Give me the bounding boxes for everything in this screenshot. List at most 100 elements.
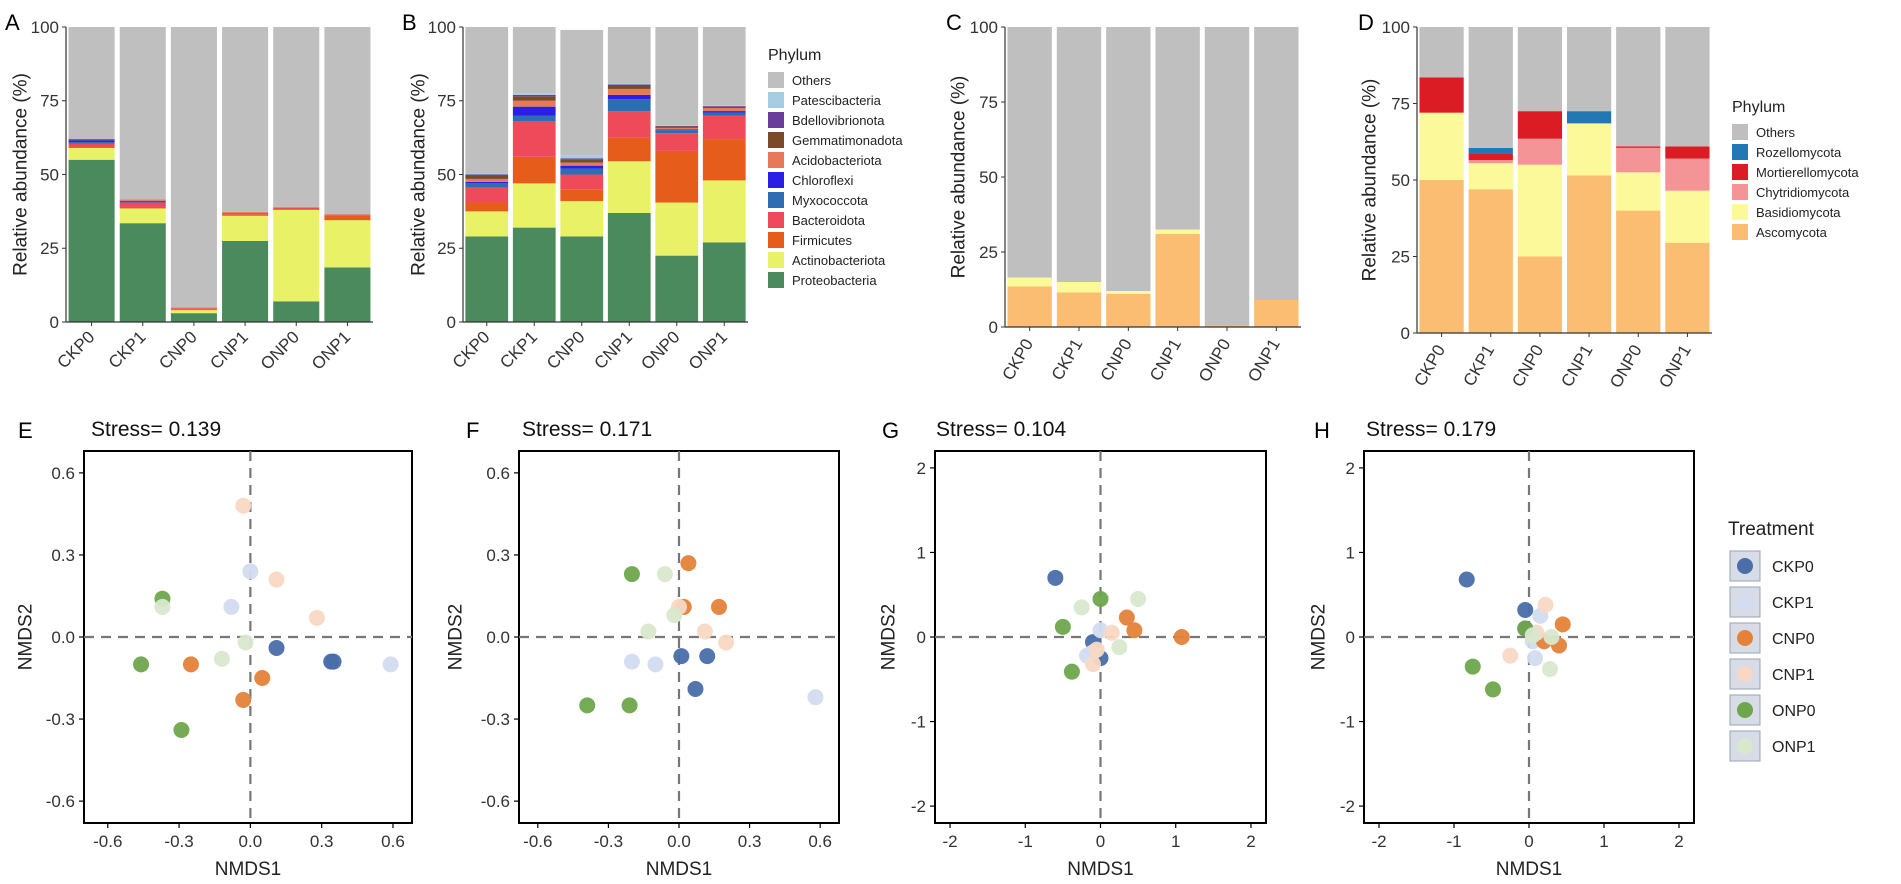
bar-segment-onp0-bacteroidota bbox=[655, 133, 699, 151]
bar-segment-onp1-proteobacteria bbox=[702, 242, 746, 322]
bar-segment-onp1-actinobacteriota bbox=[702, 180, 746, 243]
point-cnp1 bbox=[235, 497, 252, 514]
bar-segment-onp0-patescibacteria bbox=[655, 125, 699, 126]
bar-segment-onp0-chytridiomycota bbox=[1616, 147, 1661, 173]
x-tick-label: CKP0 bbox=[998, 336, 1037, 384]
legend-swatch-ckp1 bbox=[1737, 594, 1753, 610]
point-ckp0 bbox=[325, 653, 342, 670]
point-ckp1 bbox=[242, 563, 259, 580]
bar-segment-ckp1-bacteroidota bbox=[119, 202, 166, 207]
bar-segment-onp0-gemmatimonadota bbox=[655, 126, 699, 128]
y-tick-label: 2 bbox=[917, 459, 926, 478]
bar-segment-ckp1-others bbox=[512, 27, 556, 94]
point-onp1 bbox=[666, 607, 683, 624]
legend-label: Mortierellomycota bbox=[1756, 165, 1859, 180]
point-ckp1 bbox=[223, 598, 240, 615]
legend-swatch-rozellomycota bbox=[1732, 144, 1748, 160]
y-tick-label: 75 bbox=[40, 92, 59, 111]
y-tick-label: 0.6 bbox=[486, 464, 510, 483]
x-tick-label: ONP0 bbox=[257, 327, 303, 373]
y-tick-label: -2 bbox=[1340, 797, 1355, 816]
point-onp1 bbox=[1542, 661, 1558, 678]
bar-segment-onp1-others bbox=[324, 27, 371, 215]
bar-segment-ckp1-others bbox=[1468, 27, 1513, 148]
stress-label: Stress= 0.104 bbox=[936, 418, 1066, 441]
bar-segment-cnp0-gemmatimonadota bbox=[560, 159, 604, 163]
bar-segment-cnp1-bacteroidota bbox=[222, 212, 269, 215]
bar-segment-cnp1-proteobacteria bbox=[607, 212, 651, 322]
bar-segment-ckp0-bacteroidota bbox=[68, 143, 115, 147]
panel-letter: G bbox=[882, 418, 899, 443]
bar-segment-cnp1-basidiomycota bbox=[1155, 229, 1200, 234]
bar-segment-ckp1-acidobacteriota bbox=[512, 100, 556, 107]
point-onp1 bbox=[656, 566, 673, 583]
bar-segment-onp0-myxococcota bbox=[655, 130, 699, 134]
bar-segment-cnp0-bdellovibrionota bbox=[560, 158, 604, 160]
stress-label: Stress= 0.171 bbox=[522, 418, 652, 441]
bar-segment-onp1-basidiomycota bbox=[1665, 190, 1710, 243]
legend-label: Firmicutes bbox=[792, 233, 852, 248]
bar-segment-cnp0-others bbox=[560, 29, 604, 156]
bar-segment-onp0-others bbox=[655, 27, 699, 126]
y-tick-label: 75 bbox=[979, 93, 998, 112]
point-cnp0 bbox=[1554, 616, 1571, 633]
bar-segment-cnp0-actinobacteriota bbox=[170, 310, 217, 314]
bar-segment-onp1-gemmatimonadota bbox=[702, 106, 746, 109]
bar-segment-cnp1-firmicutes bbox=[607, 137, 651, 162]
bar-segment-ckp0-chloroflexi bbox=[68, 140, 115, 143]
bar-segment-cnp0-acidobacteriota bbox=[560, 162, 604, 166]
legend-label: Acidobacteriota bbox=[792, 153, 882, 168]
y-tick-label: 0.3 bbox=[51, 546, 75, 565]
legend-swatch-ckp0 bbox=[1737, 558, 1753, 574]
bar-segment-cnp0-myxococcota bbox=[560, 168, 604, 175]
legend-label: Bdellovibrionota bbox=[792, 113, 885, 128]
y-tick-label: 25 bbox=[40, 239, 59, 258]
bar-segment-ckp0-others bbox=[465, 27, 509, 174]
x-tick-label: CNP0 bbox=[1508, 342, 1547, 391]
bar-segment-cnp0-others bbox=[170, 27, 217, 308]
bar-segment-ckp1-bdellovibrionota bbox=[512, 94, 556, 97]
legend-swatch-chytridiomycota bbox=[1732, 184, 1748, 200]
point-ckp1 bbox=[807, 689, 824, 706]
point-onp0 bbox=[1092, 590, 1109, 607]
bar-segment-onp1-mortierellomycota bbox=[1665, 146, 1710, 159]
bar-segment-cnp1-bacteroidota bbox=[607, 111, 651, 138]
x-tick-label: 0.6 bbox=[381, 832, 405, 851]
y-tick-label: 1 bbox=[1346, 543, 1355, 562]
point-ckp0 bbox=[699, 648, 716, 665]
y-axis-title: NMDS2 bbox=[1309, 604, 1330, 671]
bar-segment-ckp1-proteobacteria bbox=[119, 223, 166, 322]
bar-segment-onp0-proteobacteria bbox=[655, 255, 699, 322]
bar-segment-onp0-proteobacteria bbox=[273, 301, 320, 322]
point-ckp0 bbox=[268, 639, 285, 656]
y-tick-label: 50 bbox=[437, 165, 456, 184]
bar-segment-onp0-bacteroidota bbox=[273, 207, 320, 210]
bar-segment-cnp0-firmicutes bbox=[560, 189, 604, 202]
y-tick-label: -0.3 bbox=[481, 710, 510, 729]
y-tick-label: 25 bbox=[437, 239, 456, 258]
bar-segment-cnp0-mortierellomycota bbox=[1517, 111, 1563, 139]
bar-segment-ckp0-chloroflexi bbox=[465, 181, 509, 184]
bar-segment-cnp0-basidiomycota bbox=[1106, 291, 1151, 294]
bar-segment-onp1-bacteroidota bbox=[702, 115, 746, 140]
point-ckp0 bbox=[1047, 569, 1064, 586]
panel-letter: D bbox=[1358, 10, 1374, 35]
stress-label: Stress= 0.179 bbox=[1366, 418, 1496, 441]
bar-segment-cnp0-basidiomycota bbox=[1517, 164, 1563, 257]
legend-label: Rozellomycota bbox=[1756, 145, 1842, 160]
x-tick-label: CNP0 bbox=[543, 327, 589, 373]
legend-label: Others bbox=[1756, 125, 1796, 140]
legend-label: ONP0 bbox=[1772, 703, 1816, 720]
legend-treatment: Treatment CKP0 CKP1 CNP0 CNP1 ONP0 ONP1 bbox=[1728, 519, 1816, 762]
scatter-panel-h: H Stress= 0.179 -2 -1 0 1 2 -2 -1 0 1 2 NMDS1 NMDS2 bbox=[1309, 418, 1695, 880]
bar-segment-onp1-proteobacteria bbox=[324, 267, 371, 322]
bar-segment-cnp1-proteobacteria bbox=[222, 240, 269, 322]
x-tick-label: ONP1 bbox=[1655, 342, 1695, 392]
bar-segment-ckp1-myxococcota bbox=[512, 115, 556, 122]
legend-swatch-firmicutes bbox=[768, 232, 784, 248]
bar-segment-ckp1-chytridiomycota bbox=[1468, 160, 1513, 164]
bar-segment-ckp1-ascomycota bbox=[1056, 292, 1102, 327]
x-tick-label: CNP1 bbox=[1146, 336, 1185, 385]
legend-swatch-onp0 bbox=[1737, 702, 1753, 718]
